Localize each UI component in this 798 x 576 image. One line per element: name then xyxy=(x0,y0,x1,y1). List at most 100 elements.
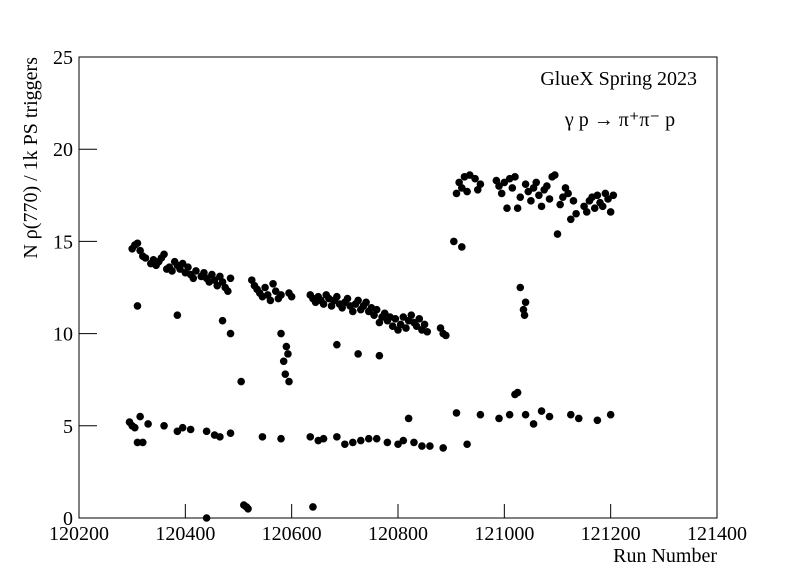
data-point xyxy=(529,420,538,428)
data-point xyxy=(521,180,530,189)
data-point xyxy=(412,322,421,331)
data-point xyxy=(141,254,150,262)
data-point xyxy=(144,420,152,428)
y-tick-label: 0 xyxy=(63,508,73,530)
data-point xyxy=(609,191,618,200)
data-point xyxy=(178,423,187,432)
data-point xyxy=(566,215,575,224)
data-point xyxy=(521,410,530,419)
data-point xyxy=(277,291,285,299)
data-point xyxy=(173,311,182,319)
data-point xyxy=(226,429,235,437)
data-point xyxy=(545,195,554,203)
data-point xyxy=(349,307,357,316)
data-point xyxy=(226,329,235,338)
data-point xyxy=(495,182,503,190)
data-point xyxy=(282,342,291,351)
data-point xyxy=(503,204,511,213)
x-tick-label: 121200 xyxy=(581,523,641,545)
annotation: GlueX Spring 2023 xyxy=(540,68,697,90)
data-point xyxy=(402,324,410,332)
x-tick-label: 121400 xyxy=(687,523,747,545)
data-point xyxy=(452,189,461,198)
data-point xyxy=(349,438,357,447)
data-point xyxy=(516,193,525,201)
data-point xyxy=(606,410,615,419)
data-point xyxy=(133,302,142,310)
data-point xyxy=(391,315,400,323)
data-point xyxy=(471,174,479,183)
data-point xyxy=(604,195,612,203)
data-point xyxy=(364,434,373,443)
y-tick-label: 15 xyxy=(53,231,73,253)
data-point xyxy=(505,410,514,419)
data-point xyxy=(513,204,522,213)
data-point xyxy=(319,434,328,443)
data-point xyxy=(511,173,519,181)
data-point xyxy=(569,197,578,205)
data-point xyxy=(426,442,434,450)
data-point xyxy=(261,283,269,292)
data-point xyxy=(160,422,168,430)
data-point xyxy=(500,178,509,187)
data-point xyxy=(258,433,267,441)
data-point xyxy=(532,178,541,187)
data-point xyxy=(598,202,607,211)
data-point xyxy=(582,208,591,216)
data-point xyxy=(527,197,535,205)
data-point xyxy=(224,287,232,295)
data-point xyxy=(537,407,546,415)
data-point xyxy=(354,350,362,358)
data-point xyxy=(537,202,546,211)
data-point xyxy=(590,204,599,213)
data-point xyxy=(139,438,147,447)
y-tick-label: 25 xyxy=(53,47,73,69)
data-point xyxy=(202,427,211,436)
data-point xyxy=(458,184,466,192)
data-point xyxy=(439,444,447,452)
data-point xyxy=(418,442,426,450)
data-point xyxy=(519,305,528,314)
data-point xyxy=(271,287,280,295)
data-point xyxy=(178,259,187,268)
data-point xyxy=(593,416,602,425)
y-tick-label: 10 xyxy=(53,324,73,346)
data-point xyxy=(319,300,328,308)
data-point xyxy=(524,187,533,196)
data-point xyxy=(333,292,341,301)
data-point xyxy=(572,209,580,218)
data-point xyxy=(388,322,397,331)
data-point xyxy=(463,187,471,196)
data-point xyxy=(420,320,429,329)
data-point xyxy=(269,280,277,288)
data-point xyxy=(279,357,288,366)
data-point xyxy=(452,409,461,417)
data-point xyxy=(606,208,615,216)
data-point xyxy=(396,320,405,329)
data-point xyxy=(237,377,245,386)
data-point xyxy=(513,388,522,397)
data-point xyxy=(508,184,517,192)
data-point xyxy=(407,311,416,319)
data-point xyxy=(173,427,182,436)
data-point xyxy=(284,350,292,358)
y-tick-label: 5 xyxy=(63,416,73,438)
data-point xyxy=(545,412,554,421)
data-point xyxy=(136,412,144,421)
data-point xyxy=(463,440,471,449)
data-point xyxy=(184,263,192,272)
x-tick-label: 120800 xyxy=(368,523,428,545)
data-point xyxy=(277,434,285,443)
y-axis-label: N ρ(770) / 1k PS triggers xyxy=(20,57,42,259)
data-point xyxy=(186,425,195,434)
data-point xyxy=(362,298,370,307)
data-point xyxy=(213,281,222,290)
data-point xyxy=(383,438,392,447)
data-point xyxy=(372,305,381,314)
data-point xyxy=(202,514,211,522)
data-point xyxy=(218,316,227,325)
data-point xyxy=(133,438,142,447)
data-point xyxy=(287,292,296,301)
